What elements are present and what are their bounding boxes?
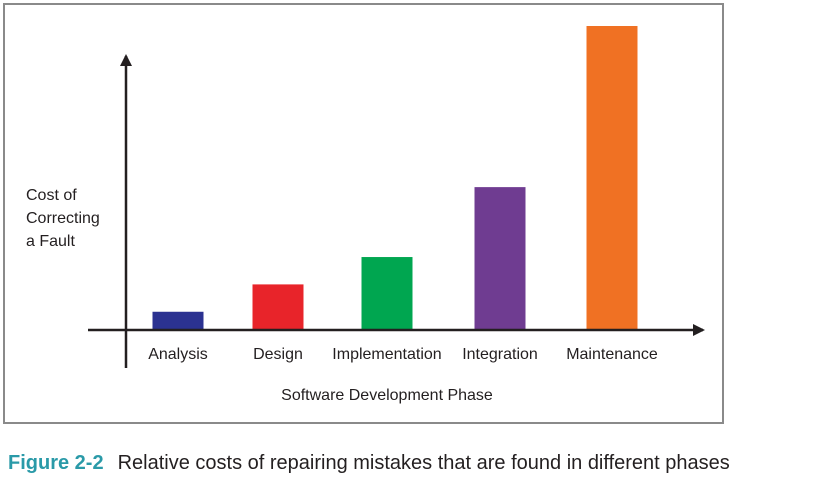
bar-maintenance [586,26,638,330]
x-tick-label-design: Design [253,346,303,363]
bar-chart: Analysis Design Implementation Integration M… [26,26,705,404]
x-axis-label: Software Development Phase [281,387,493,404]
bars-layer [152,26,638,330]
x-tick-labels: Analysis Design Implementation Integration M… [148,346,658,363]
figure-label: Figure 2-2 [8,452,104,474]
y-axis-label-line: Cost of [26,187,77,204]
caption-text: Relative costs of repairing mistakes tha… [117,452,730,474]
x-tick-label-integration: Integration [462,346,538,363]
bar-design [252,284,304,330]
figure-caption: Figure 2-2 Relative costs of repairing mi… [8,452,823,475]
x-tick-label-analysis: Analysis [148,346,208,363]
bar-integration [474,187,526,330]
bar-analysis [152,311,204,330]
y-axis-label: Cost of Correcting a Fault [26,187,100,250]
y-axis-label-line: Correcting [26,210,100,227]
x-tick-label-implementation: Implementation [332,346,441,363]
y-axis-label-line: a Fault [26,233,75,250]
x-tick-label-maintenance: Maintenance [566,346,658,363]
bar-implementation [361,257,413,330]
